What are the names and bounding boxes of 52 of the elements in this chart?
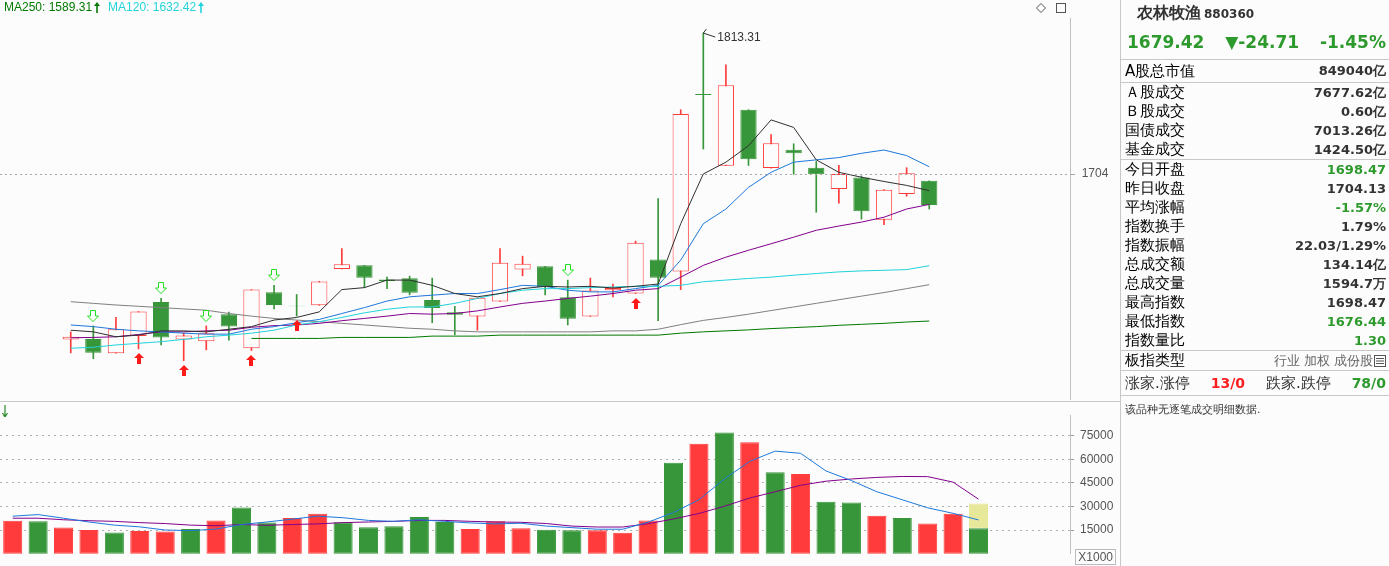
text: 0.60亿 — [1340, 102, 1386, 121]
text: 7013.26亿 — [1313, 121, 1386, 140]
y-tick-label: 75000 — [1080, 427, 1114, 442]
text: 1424.50亿 — [1313, 140, 1386, 159]
y-tick-label: 60000 — [1080, 451, 1114, 466]
text: 最低指数 — [1125, 312, 1185, 331]
text: 最高指数 — [1125, 293, 1185, 312]
text: 1698.47 — [1326, 162, 1386, 177]
text: A股总市值 — [1125, 61, 1196, 81]
y-tick-label: 45000 — [1080, 475, 1114, 490]
text: 1676.44 — [1326, 314, 1386, 329]
text: ▼-24.71 — [1225, 32, 1300, 52]
text: 指数换手 — [1125, 217, 1185, 236]
annotation: 1813.31 — [717, 30, 762, 45]
y-tick-label: 30000 — [1080, 498, 1114, 513]
text: 134.14亿 — [1322, 255, 1386, 274]
text: 总成交量 — [1125, 274, 1185, 293]
text: 涨家.涨停 — [1125, 373, 1190, 393]
text: Ｂ股成交 — [1125, 102, 1185, 121]
text: -1.45% — [1319, 32, 1386, 52]
text: 板指类型 — [1125, 351, 1185, 370]
text: -1.57% — [1335, 200, 1386, 215]
text: 849040亿 — [1318, 62, 1386, 80]
text: 指数振幅 — [1125, 236, 1185, 255]
legend-label: MA120: 1632.42 — [108, 0, 197, 14]
text: 今日开盘 — [1125, 160, 1185, 179]
text: 13/0 — [1210, 375, 1246, 391]
text: 880360 — [1204, 7, 1255, 21]
text: 1.30 — [1353, 333, 1386, 348]
text: 7677.62亿 — [1313, 83, 1386, 102]
text: 1698.47 — [1326, 295, 1386, 310]
text: 该品种无逐笔成交明细数据. — [1125, 401, 1261, 417]
text: X1000 — [1075, 549, 1116, 565]
text: 国债成交 — [1125, 121, 1185, 140]
text: 跌家.跌停 — [1265, 373, 1331, 393]
text: 基金成交 — [1125, 140, 1185, 159]
text: 1594.7万 — [1322, 274, 1386, 293]
text: 78/0 — [1351, 375, 1386, 391]
text: 1.79% — [1340, 219, 1386, 234]
text: 昨日收盘 — [1125, 179, 1185, 198]
text: 平均涨幅 — [1125, 198, 1185, 217]
text: 1704 — [1081, 165, 1109, 180]
text: 22.03/1.29% — [1295, 238, 1386, 253]
text: 指数量比 — [1125, 331, 1185, 350]
text: 农林牧渔 — [1137, 3, 1201, 22]
text: Ａ股成交 — [1125, 83, 1185, 102]
text: 总成交额 — [1125, 255, 1185, 274]
y-tick-label: 15000 — [1080, 522, 1114, 537]
text: 1679.42 — [1127, 32, 1205, 52]
text: 1704.13 — [1326, 181, 1386, 196]
text: 行业 加权 成份股 — [1273, 351, 1374, 370]
legend-label: MA250: 1589.31 — [4, 0, 93, 14]
